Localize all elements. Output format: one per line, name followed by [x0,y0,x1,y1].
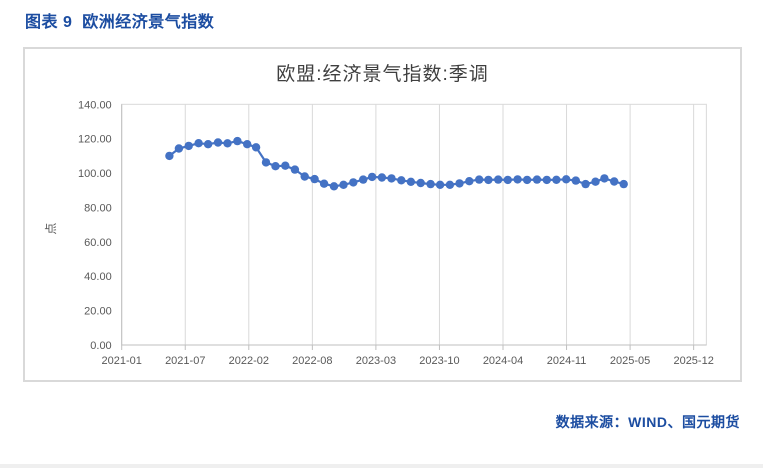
y-axis-tick-label: 140.00 [78,99,112,111]
data-point-marker [300,172,309,181]
data-point-marker [445,180,455,189]
data-point-marker [329,182,339,191]
data-source-note: 数据来源：WIND、国元期货 [555,414,740,430]
data-point-marker [261,158,271,167]
data-point-marker [475,175,484,184]
data-point-marker [203,140,213,149]
data-point-marker [455,179,464,188]
data-point-marker [223,139,232,148]
x-axis-tick-label: 2024-04 [483,355,523,367]
data-point-marker [243,140,252,149]
data-point-marker [542,175,551,185]
y-axis-tick-label: 20.00 [84,306,112,318]
data-point-marker [251,143,261,152]
data-point-marker [503,175,512,185]
y-axis-tick-label: 60.00 [84,237,112,249]
x-axis-tick-label: 2025-05 [610,355,650,367]
data-point-marker [571,176,580,185]
data-point-marker [552,175,561,184]
y-axis-tick-label: 120.00 [78,134,112,146]
data-point-marker [522,175,532,185]
data-point-marker [513,175,522,184]
y-axis-tick-label: 40.00 [84,271,112,283]
data-point-marker [194,139,203,148]
data-point-marker [165,151,174,161]
data-point-marker [271,162,280,171]
data-point-marker [174,144,184,153]
chart-card: 欧盟:经济景气指数:季调 2021-01 2021-07 2022-02 2022-0… [23,47,742,382]
data-point-marker [532,175,542,184]
data-point-marker [310,174,319,184]
data-point-marker [416,178,425,188]
data-point-marker [367,172,377,182]
data-point-marker [233,136,242,146]
data-point-marker [359,175,368,184]
x-axis-tick-label: 2021-01 [102,355,142,367]
x-axis-tick-label: 2022-08 [292,355,332,367]
data-point-marker [339,180,348,189]
data-point-marker [406,177,416,186]
data-point-marker [465,177,474,186]
page-bottom-edge [0,464,763,468]
data-point-marker [619,179,628,189]
chart-title: 欧盟:经济景气指数:季调 [276,64,489,85]
data-point-marker [494,175,503,184]
chart-plot: 2021-01 2021-07 2022-02 2022-08 2023-03 2023-… [44,99,714,367]
x-axis-tick-label: 2023-10 [419,355,459,367]
y-axis-title: 点 [44,223,58,235]
x-axis-tick-label: 2025-12 [673,355,713,367]
data-point-marker [281,161,290,170]
x-axis-tick-label: 2024-11 [547,355,587,367]
data-point-marker [349,178,358,187]
data-point-marker [377,173,387,182]
data-point-marker [319,179,329,188]
y-axis-tick-label: 80.00 [84,202,112,214]
data-point-marker [484,175,493,185]
data-point-marker [426,179,435,189]
data-point-marker [213,138,223,147]
data-point-marker [184,141,193,151]
x-axis-tick-label: 2023-03 [356,355,396,367]
data-point-marker [435,180,445,189]
x-axis-tick-label: 2022-02 [229,355,269,367]
y-axis-tick-label: 100.00 [78,168,112,180]
data-point-marker [387,174,396,183]
x-axis-tick-label: 2021-07 [165,355,205,367]
data-point-marker [581,179,590,189]
data-point-marker [600,174,609,183]
data-point-marker [610,177,619,186]
page-title: 图表 9 欧洲经济景气指数 [25,14,215,31]
data-point-marker [591,177,600,186]
data-point-marker [562,175,571,184]
data-point-marker [290,165,300,174]
y-axis-tick-label: 0.00 [90,340,111,352]
data-point-marker [397,176,406,185]
